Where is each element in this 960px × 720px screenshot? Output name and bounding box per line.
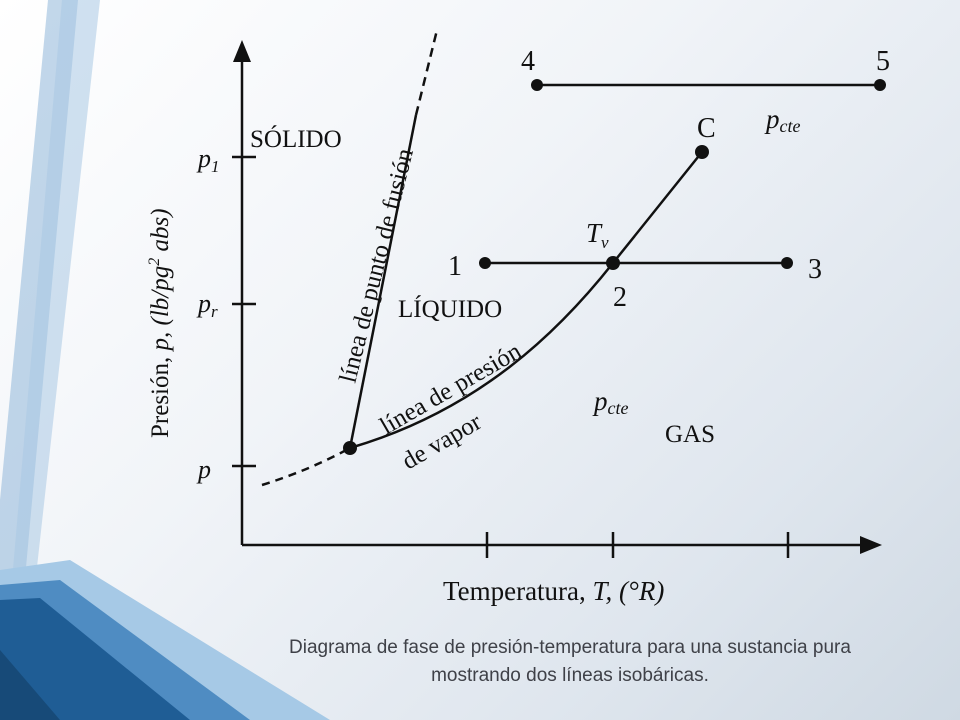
- region-label-gas: GAS: [665, 421, 715, 448]
- critical-point-label: C: [697, 113, 716, 144]
- caption-line-2: mostrando dos líneas isobáricas.: [431, 665, 709, 686]
- state-points: [343, 79, 886, 455]
- point-2: [606, 256, 620, 270]
- fusion-curve-label: línea de punto de fusión: [335, 145, 419, 385]
- point-1: [479, 257, 491, 269]
- x-axis-arrow: [860, 536, 882, 554]
- vapor-pressure-curve: [349, 151, 703, 450]
- y-axis-label: Presión, p, (lb/pg2 abs): [146, 208, 174, 438]
- region-label-liquid: LÍQUIDO: [398, 295, 502, 323]
- point-label-2: 2: [613, 282, 627, 313]
- decorative-ribbons: [0, 0, 330, 720]
- point-label-1: 1: [448, 251, 462, 282]
- point-label-3: 3: [808, 254, 822, 285]
- point-label-4: 4: [521, 46, 535, 77]
- tv-label: Tv: [586, 218, 609, 252]
- point-5: [874, 79, 886, 91]
- pcte-label-upper: pcte: [764, 104, 800, 136]
- figure-caption: Diagrama de fase de presión-temperatura …: [230, 634, 910, 690]
- x-axis-label: Temperatura, T, (°R): [443, 576, 664, 606]
- fusion-curve: [348, 114, 418, 449]
- point-label-5: 5: [876, 46, 890, 77]
- sublimation-curve: [261, 446, 351, 487]
- y-tick-label-pr: pr: [196, 289, 218, 321]
- y-tick-label-p1: p1: [196, 144, 220, 176]
- pcte-label-lower: pcte: [592, 386, 628, 418]
- fusion-curve-extension: [414, 29, 439, 116]
- y-tick-label-p: p: [196, 455, 211, 484]
- triple-point: [343, 441, 357, 455]
- region-label-solid: SÓLIDO: [250, 125, 342, 153]
- point-4: [531, 79, 543, 91]
- caption-line-1: Diagrama de fase de presión-temperatura …: [289, 637, 851, 658]
- y-axis-arrow: [233, 40, 251, 62]
- critical-point: [695, 145, 709, 159]
- phase-curves: [261, 29, 880, 487]
- axes: [232, 40, 882, 558]
- point-3: [781, 257, 793, 269]
